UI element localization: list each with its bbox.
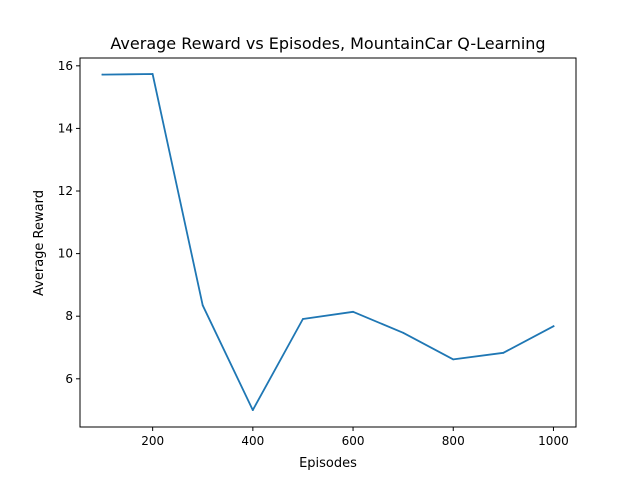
x-axis: 200 400 600 800 1000 — [141, 427, 569, 448]
y-axis-label: Average Reward — [32, 190, 47, 296]
y-tick-label: 16 — [58, 59, 73, 73]
y-tick-label: 10 — [58, 247, 73, 261]
data-point — [251, 409, 254, 411]
y-tick-label: 6 — [65, 372, 73, 386]
data-point — [552, 325, 555, 328]
x-tick-label: 600 — [342, 434, 365, 448]
chart-title: Average Reward vs Episodes, MountainCar … — [110, 34, 545, 53]
y-axis: 6 8 10 12 14 16 — [58, 59, 80, 386]
data-point — [151, 73, 154, 75]
data-point — [452, 358, 455, 361]
y-tick-label: 8 — [65, 309, 73, 323]
x-tick-label: 200 — [141, 434, 164, 448]
x-tick-label: 1000 — [538, 434, 569, 448]
data-point — [352, 310, 354, 313]
x-axis-label: Episodes — [299, 456, 357, 471]
plot-area — [101, 73, 555, 412]
plot-frame — [79, 57, 577, 428]
data-point — [101, 73, 104, 76]
x-tick-label: 400 — [241, 434, 264, 448]
data-point — [502, 351, 505, 354]
y-tick-label: 12 — [58, 184, 73, 198]
series-line — [101, 73, 555, 412]
x-tick-label: 800 — [442, 434, 465, 448]
data-point — [201, 304, 204, 307]
data-point — [302, 318, 304, 320]
data-point — [402, 331, 405, 334]
y-tick-label: 14 — [58, 121, 73, 135]
